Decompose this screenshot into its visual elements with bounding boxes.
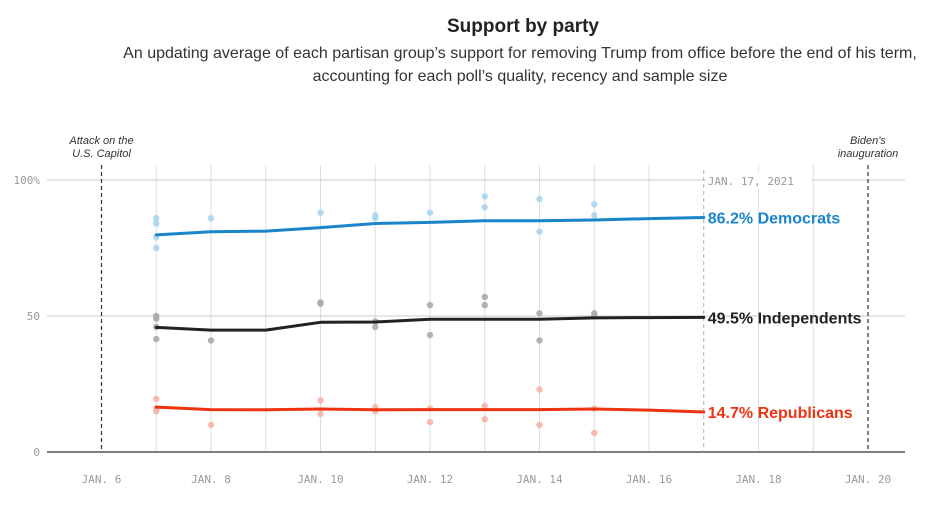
x-tick-label: JAN. 20 [845, 473, 891, 486]
series-line-democrats [154, 216, 706, 237]
x-tick-label: JAN. 6 [82, 473, 122, 486]
poll-dot-democrats [372, 214, 379, 222]
poll-dot-independents [481, 301, 488, 309]
x-tick-label: JAN. 16 [626, 473, 672, 486]
poll-dot-democrats [481, 193, 488, 200]
poll-dot-democrats [153, 244, 160, 252]
series-label-independents: 49.5% Independents [708, 310, 862, 327]
poll-dot-democrats [317, 209, 324, 216]
poll-dot-independents [481, 293, 488, 301]
poll-dot-democrats [536, 228, 543, 235]
poll-dot-independents [207, 337, 215, 344]
poll-dot-independents [536, 310, 543, 317]
poll-dot-republicans [591, 429, 598, 437]
poll-dot-republicans [207, 421, 215, 428]
poll-dot-independents [153, 315, 160, 322]
y-tick-label: 100% [14, 174, 41, 187]
poll-dot-democrats [426, 209, 434, 216]
x-tick-label: JAN. 10 [297, 473, 343, 486]
poll-dot-democrats [153, 220, 160, 227]
chart-title: Support by party [446, 16, 599, 37]
series-label-republicans: 14.7% Republicans [708, 405, 853, 422]
event-label: inauguration [838, 148, 899, 160]
x-tick-label: JAN. 14 [516, 473, 563, 486]
x-tick-label: JAN. 8 [191, 473, 231, 486]
poll-dot-republicans [481, 416, 488, 423]
poll-dot-democrats [207, 214, 215, 222]
event-label: Attack on the [68, 135, 133, 147]
poll-dot-republicans [481, 402, 488, 409]
poll-dot-republicans [153, 408, 160, 415]
event-label: Biden’s [850, 135, 886, 147]
poll-dot-independents [536, 337, 543, 344]
poll-dot-independents [372, 323, 379, 331]
series-line-independents [154, 315, 706, 332]
poll-dot-independents [153, 335, 160, 343]
poll-dot-republicans [317, 410, 324, 418]
poll-dot-republicans [536, 421, 543, 428]
chart-subtitle: An updating average of each partisan gro… [123, 45, 917, 85]
poll-dot-democrats [591, 201, 598, 208]
poll-dot-democrats [591, 212, 598, 219]
x-tick-label: JAN. 12 [407, 473, 453, 486]
poll-dot-democrats [153, 214, 160, 222]
current-date-label-bg [705, 172, 812, 188]
poll-dot-independents [426, 301, 434, 309]
poll-dot-republicans [536, 386, 543, 393]
y-tick-label: 50 [27, 310, 40, 323]
poll-dot-democrats [481, 204, 488, 211]
poll-dot-republicans [153, 395, 160, 403]
current-date-label: JAN. 17, 2021 [708, 175, 794, 188]
y-tick-label: 0 [33, 446, 40, 459]
poll-dot-republicans [426, 418, 434, 426]
poll-dot-independents [426, 331, 434, 339]
series-label-democrats: 86.2% Democrats [708, 211, 841, 228]
poll-dot-independents [317, 300, 324, 307]
poll-dot-republicans [317, 397, 324, 404]
x-tick-label: JAN. 18 [735, 473, 781, 486]
poll-dot-democrats [536, 195, 543, 203]
series-line-republicans [154, 405, 706, 414]
event-label: U.S. Capitol [72, 148, 131, 160]
